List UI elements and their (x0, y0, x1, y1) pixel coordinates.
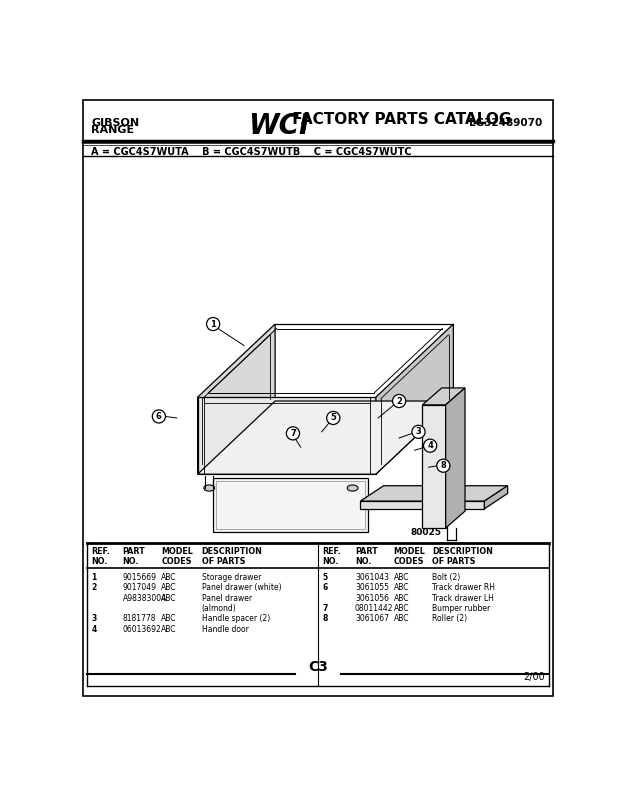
Text: 80025: 80025 (410, 528, 441, 537)
Circle shape (327, 411, 340, 425)
Text: 8181778: 8181778 (123, 615, 156, 623)
Text: 2: 2 (92, 583, 97, 592)
Polygon shape (213, 478, 368, 532)
Text: Panel drawer: Panel drawer (202, 593, 252, 603)
Text: 7: 7 (322, 604, 328, 613)
Circle shape (436, 459, 450, 472)
Text: ABC: ABC (394, 583, 409, 592)
Polygon shape (360, 485, 508, 501)
Polygon shape (198, 397, 376, 474)
Text: 3061067: 3061067 (355, 615, 389, 623)
Polygon shape (198, 401, 453, 474)
Text: C3: C3 (308, 660, 328, 674)
Circle shape (392, 395, 405, 407)
Text: DESCRIPTION
OF PARTS: DESCRIPTION OF PARTS (202, 547, 262, 567)
Text: A98383004: A98383004 (123, 593, 166, 603)
Polygon shape (360, 501, 484, 509)
Text: Roller (2): Roller (2) (433, 615, 467, 623)
Text: 1: 1 (210, 319, 216, 329)
Polygon shape (446, 388, 465, 528)
Text: ABC: ABC (161, 625, 177, 634)
Text: Bolt (2): Bolt (2) (433, 573, 461, 582)
Ellipse shape (347, 485, 358, 491)
Text: REF.
NO.: REF. NO. (92, 547, 110, 567)
Bar (216, 481, 365, 529)
Text: MODEL
CODES: MODEL CODES (394, 547, 425, 567)
Text: RANGE: RANGE (92, 125, 135, 136)
Polygon shape (198, 324, 275, 474)
Text: 6: 6 (322, 583, 327, 592)
Text: 5: 5 (322, 573, 327, 582)
Text: ABC: ABC (161, 593, 177, 603)
Text: 3: 3 (92, 615, 97, 623)
Text: Storage drawer: Storage drawer (202, 573, 261, 582)
Circle shape (423, 439, 436, 452)
Text: LG32489070: LG32489070 (469, 117, 542, 128)
Text: 7: 7 (290, 429, 296, 438)
Text: Bumper rubber: Bumper rubber (433, 604, 490, 613)
Circle shape (153, 410, 166, 423)
Text: FACTORY PARTS CATALOG: FACTORY PARTS CATALOG (286, 112, 511, 128)
Text: 6: 6 (156, 412, 162, 421)
Text: 9015669: 9015669 (123, 573, 156, 582)
Text: 06013692: 06013692 (123, 625, 161, 634)
Text: Handle spacer (2): Handle spacer (2) (202, 615, 270, 623)
Text: ABC: ABC (161, 583, 177, 592)
Text: WCI: WCI (248, 112, 309, 140)
Text: (almond): (almond) (202, 604, 236, 613)
Text: 3: 3 (415, 427, 422, 437)
Text: REF.
NO.: REF. NO. (322, 547, 341, 567)
Text: ABC: ABC (394, 573, 409, 582)
Text: 4: 4 (92, 625, 97, 634)
Text: ABC: ABC (394, 615, 409, 623)
Polygon shape (422, 388, 465, 405)
Polygon shape (422, 405, 446, 528)
Text: MODEL
CODES: MODEL CODES (161, 547, 193, 567)
Text: ABC: ABC (161, 573, 177, 582)
Text: Track drawer LH: Track drawer LH (433, 593, 494, 603)
Circle shape (286, 427, 299, 440)
Text: PART
NO.: PART NO. (355, 547, 378, 567)
Text: ABC: ABC (161, 615, 177, 623)
Text: 4: 4 (427, 441, 433, 450)
Text: 8: 8 (322, 615, 328, 623)
Text: 2/00: 2/00 (523, 672, 545, 682)
Text: 2: 2 (396, 396, 402, 406)
Text: 08011442: 08011442 (355, 604, 394, 613)
Polygon shape (484, 485, 508, 509)
Circle shape (206, 318, 219, 330)
Text: GIBSON: GIBSON (92, 117, 140, 128)
Text: ABC: ABC (394, 593, 409, 603)
Text: Panel drawer (white): Panel drawer (white) (202, 583, 281, 592)
Text: 5: 5 (330, 414, 336, 422)
Text: 1: 1 (92, 573, 97, 582)
Text: A = CGC4S7WUTA    B = CGC4S7WUTB    C = CGC4S7WUTC: A = CGC4S7WUTA B = CGC4S7WUTB C = CGC4S7… (92, 147, 412, 157)
Ellipse shape (204, 485, 215, 491)
Text: 3061055: 3061055 (355, 583, 389, 592)
Circle shape (412, 426, 425, 438)
Polygon shape (376, 324, 453, 474)
Text: 8: 8 (440, 461, 446, 470)
Text: Track drawer RH: Track drawer RH (433, 583, 495, 592)
Text: PART
NO.: PART NO. (123, 547, 145, 567)
Text: DESCRIPTION
OF PARTS: DESCRIPTION OF PARTS (433, 547, 494, 567)
Text: ABC: ABC (394, 604, 409, 613)
Text: 9017049: 9017049 (123, 583, 156, 592)
Text: 3061056: 3061056 (355, 593, 389, 603)
Text: Handle door: Handle door (202, 625, 249, 634)
Text: 3061043: 3061043 (355, 573, 389, 582)
